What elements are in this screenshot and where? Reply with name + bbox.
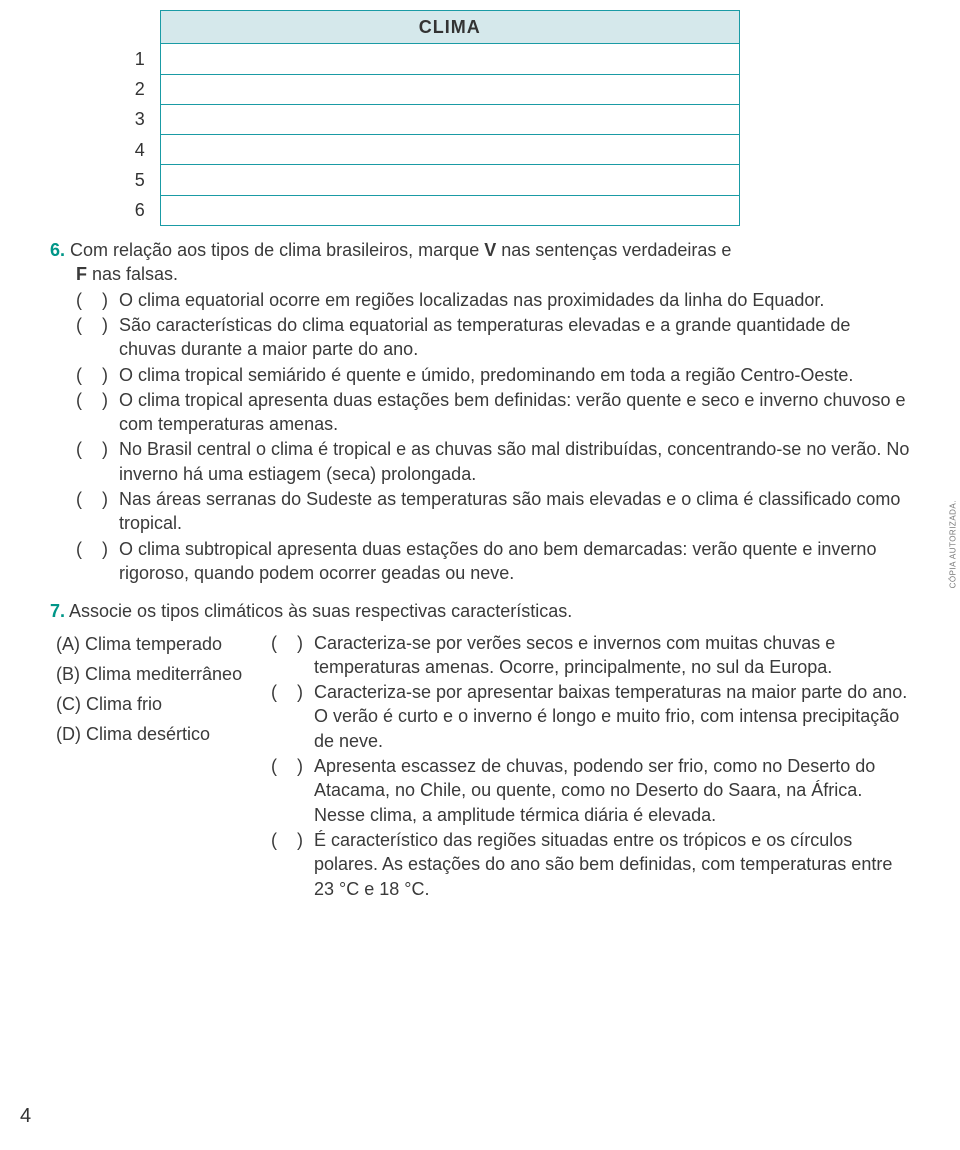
paren-blank[interactable]: ( ) [271, 828, 314, 852]
opt-key: (D) [56, 724, 81, 744]
table-cell[interactable] [160, 44, 740, 74]
q6-item-text: O clima equatorial ocorre em regiões loc… [119, 288, 910, 312]
q6-item-text: No Brasil central o clima é tropical e a… [119, 437, 910, 486]
q6-item-text: O clima subtropical apresenta duas estaç… [119, 537, 910, 586]
paren-blank[interactable]: ( ) [271, 680, 314, 704]
q6-item-text: São características do clima equatorial … [119, 313, 910, 362]
paren-blank[interactable]: ( ) [76, 288, 119, 312]
table-cell[interactable] [160, 195, 740, 225]
opt-val: Clima desértico [86, 724, 210, 744]
paren-blank[interactable]: ( ) [76, 363, 119, 387]
q7-descriptions: ( ) Caracteriza-se por verões secos e in… [271, 630, 910, 902]
q6-item-text: O clima tropical apresenta duas estações… [119, 388, 910, 437]
q7-option-b: (B) Clima mediterrâneo [56, 662, 271, 686]
q7-option-c: (C) Clima frio [56, 692, 271, 716]
q7-number: 7. [50, 601, 65, 621]
row-num: 5 [120, 165, 160, 195]
opt-key: (A) [56, 634, 80, 654]
opt-key: (C) [56, 694, 81, 714]
paren-blank[interactable]: ( ) [76, 437, 119, 461]
table-cell[interactable] [160, 135, 740, 165]
paren-blank[interactable]: ( ) [271, 631, 314, 655]
page-number: 4 [20, 1103, 31, 1130]
q6-item: ( ) O clima tropical apresenta duas esta… [76, 388, 910, 437]
paren-blank[interactable]: ( ) [76, 537, 119, 561]
question-6: 6. Com relação aos tipos de clima brasil… [50, 238, 910, 585]
table-cell[interactable] [160, 74, 740, 104]
q7-lead: 7. Associe os tipos climáticos às suas r… [50, 599, 910, 623]
table-cell[interactable] [160, 165, 740, 195]
q7-desc: ( ) É característico das regiões situada… [271, 828, 910, 901]
clima-table: CLIMA 1 2 3 4 5 6 [120, 10, 740, 226]
q7-options: (A) Clima temperado (B) Clima mediterrân… [56, 630, 271, 902]
question-7: 7. Associe os tipos climáticos às suas r… [50, 599, 910, 902]
row-num: 2 [120, 74, 160, 104]
row-num: 1 [120, 44, 160, 74]
q6-lead-text4: nas falsas. [87, 264, 178, 284]
q6-item: ( ) O clima equatorial ocorre em regiões… [76, 288, 910, 312]
q6-item-text: Nas áreas serranas do Sudeste as tempera… [119, 487, 910, 536]
row-num: 4 [120, 135, 160, 165]
q7-lead-text: Associe os tipos climáticos às suas resp… [69, 601, 572, 621]
q7-desc-text: Caracteriza-se por apresentar baixas tem… [314, 680, 910, 753]
row-num: 6 [120, 195, 160, 225]
q6-number: 6. [50, 240, 65, 260]
table-corner [120, 11, 160, 44]
q6-item: ( ) Nas áreas serranas do Sudeste as tem… [76, 487, 910, 536]
copy-authorized-label: CÓPIA AUTORIZADA. [948, 500, 959, 588]
opt-val: Clima mediterrâneo [85, 664, 242, 684]
q6-item-text: O clima tropical semiárido é quente e úm… [119, 363, 910, 387]
q7-desc: ( ) Caracteriza-se por apresentar baixas… [271, 680, 910, 753]
q6-lead: 6. Com relação aos tipos de clima brasil… [50, 238, 910, 262]
opt-key: (B) [56, 664, 80, 684]
q6-item: ( ) O clima tropical semiárido é quente … [76, 363, 910, 387]
q6-lead-line2: F nas falsas. [50, 262, 910, 286]
opt-val: Clima frio [86, 694, 162, 714]
q6-item: ( ) No Brasil central o clima é tropical… [76, 437, 910, 486]
q6-v: V [484, 240, 496, 260]
q7-desc-text: Caracteriza-se por verões secos e invern… [314, 631, 910, 680]
table-cell[interactable] [160, 104, 740, 134]
q7-desc: ( ) Caracteriza-se por verões secos e in… [271, 631, 910, 680]
row-num: 3 [120, 104, 160, 134]
paren-blank[interactable]: ( ) [271, 754, 314, 778]
table-header: CLIMA [160, 11, 740, 44]
paren-blank[interactable]: ( ) [76, 487, 119, 511]
q7-desc-text: É característico das regiões situadas en… [314, 828, 910, 901]
q6-f: F [76, 264, 87, 284]
q6-item: ( ) São características do clima equator… [76, 313, 910, 362]
q7-desc: ( ) Apresenta escassez de chuvas, podend… [271, 754, 910, 827]
q7-option-d: (D) Clima desértico [56, 722, 271, 746]
q6-lead-text1: Com relação aos tipos de clima brasileir… [70, 240, 484, 260]
clima-table-wrap: CLIMA 1 2 3 4 5 6 [120, 10, 910, 226]
q7-desc-text: Apresenta escassez de chuvas, podendo se… [314, 754, 910, 827]
opt-val: Clima temperado [85, 634, 222, 654]
q6-item: ( ) O clima subtropical apresenta duas e… [76, 537, 910, 586]
paren-blank[interactable]: ( ) [76, 313, 119, 337]
paren-blank[interactable]: ( ) [76, 388, 119, 412]
q7-option-a: (A) Clima temperado [56, 632, 271, 656]
q6-lead-text2: nas sentenças verdadeiras e [496, 240, 731, 260]
